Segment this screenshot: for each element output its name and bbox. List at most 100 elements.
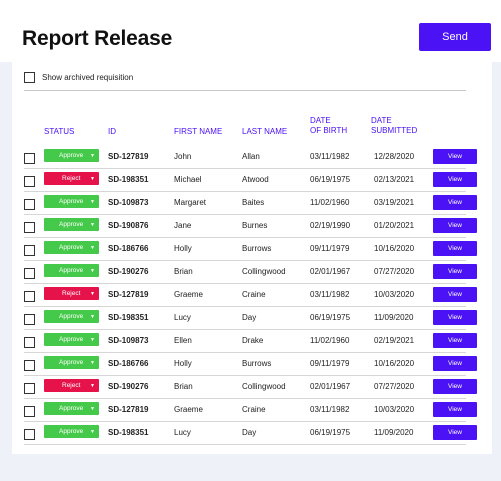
first-name: Michael <box>174 175 202 184</box>
status-dropdown[interactable]: Reject ▼ <box>44 379 99 392</box>
row-checkbox[interactable] <box>24 337 35 348</box>
status-dropdown[interactable]: Approve ▼ <box>44 333 99 346</box>
view-button[interactable]: View <box>433 379 477 394</box>
first-name: Lucy <box>174 313 191 322</box>
view-button[interactable]: View <box>433 333 477 348</box>
date-submitted: 10/16/2020 <box>374 359 415 368</box>
row-select[interactable] <box>24 243 35 261</box>
first-name: Holly <box>174 244 192 253</box>
row-select[interactable] <box>24 174 35 192</box>
row-checkbox[interactable] <box>24 245 35 256</box>
row-checkbox[interactable] <box>24 383 35 394</box>
last-name: Allan <box>242 152 260 161</box>
caret-down-icon: ▼ <box>90 175 95 182</box>
requisition-id: SD-109873 <box>108 198 149 207</box>
row-select[interactable] <box>24 358 35 376</box>
row-checkbox[interactable] <box>24 314 35 325</box>
view-button[interactable]: View <box>433 172 477 187</box>
status-dropdown[interactable]: Approve ▼ <box>44 149 99 162</box>
send-button[interactable]: Send <box>419 23 491 51</box>
row-select[interactable] <box>24 427 35 445</box>
date-of-birth: 06/19/1975 <box>310 175 351 184</box>
date-of-birth: 06/19/1975 <box>310 428 351 437</box>
view-button[interactable]: View <box>433 195 477 210</box>
header-status[interactable]: STATUS <box>44 127 75 136</box>
table-row: Approve ▼ SD-198351 Lucy Day 06/19/1975 11/09/… <box>24 421 477 445</box>
header-first-name[interactable]: FIRST NAME <box>174 127 223 136</box>
requisition-id: SD-198351 <box>108 175 149 184</box>
view-button[interactable]: View <box>433 356 477 371</box>
view-button[interactable]: View <box>433 310 477 325</box>
caret-down-icon: ▼ <box>90 198 95 205</box>
status-label: Approve <box>59 336 84 343</box>
status-label: Approve <box>59 405 84 412</box>
status-dropdown[interactable]: Approve ▼ <box>44 425 99 438</box>
status-dropdown[interactable]: Approve ▼ <box>44 310 99 323</box>
view-button[interactable]: View <box>433 425 477 440</box>
requisition-id: SD-198351 <box>108 428 149 437</box>
row-checkbox[interactable] <box>24 268 35 279</box>
caret-down-icon: ▼ <box>90 152 95 159</box>
first-name: Brian <box>174 382 193 391</box>
row-select[interactable] <box>24 220 35 238</box>
status-dropdown[interactable]: Approve ▼ <box>44 264 99 277</box>
first-name: Ellen <box>174 336 192 345</box>
show-archived-checkbox[interactable] <box>24 72 35 83</box>
row-checkbox[interactable] <box>24 429 35 440</box>
view-button[interactable]: View <box>433 287 477 302</box>
requisition-id: SD-127819 <box>108 152 149 161</box>
row-select[interactable] <box>24 335 35 353</box>
row-select[interactable] <box>24 404 35 422</box>
last-name: Burrows <box>242 244 272 253</box>
date-submitted: 12/28/2020 <box>374 152 415 161</box>
caret-down-icon: ▼ <box>90 336 95 343</box>
status-dropdown[interactable]: Approve ▼ <box>44 402 99 415</box>
table-row: Approve ▼ SD-109873 Margaret Baites 11/02/196… <box>24 191 477 215</box>
view-button[interactable]: View <box>433 402 477 417</box>
last-name: Day <box>242 313 257 322</box>
table-row: Approve ▼ SD-198351 Lucy Day 06/19/1975 11/09/… <box>24 306 477 330</box>
first-name: Graeme <box>174 290 203 299</box>
header-id[interactable]: ID <box>108 127 116 136</box>
status-dropdown[interactable]: Approve ▼ <box>44 356 99 369</box>
status-dropdown[interactable]: Approve ▼ <box>44 218 99 231</box>
last-name: Collingwood <box>242 267 286 276</box>
date-submitted: 07/27/2020 <box>374 267 415 276</box>
status-dropdown[interactable]: Approve ▼ <box>44 241 99 254</box>
row-checkbox[interactable] <box>24 176 35 187</box>
view-button[interactable]: View <box>433 241 477 256</box>
date-of-birth: 09/11/1979 <box>310 359 350 368</box>
row-select[interactable] <box>24 312 35 330</box>
show-archived-toggle[interactable]: Show archived requisition <box>24 72 133 83</box>
row-checkbox[interactable] <box>24 153 35 164</box>
header-date-submitted[interactable]: DATE SUBMITTED <box>371 116 417 136</box>
table-row: Reject ▼ SD-198351 Michael Atwood 06/19/1975 0… <box>24 168 477 192</box>
row-checkbox[interactable] <box>24 406 35 417</box>
row-select[interactable] <box>24 151 35 169</box>
row-select[interactable] <box>24 381 35 399</box>
row-checkbox[interactable] <box>24 360 35 371</box>
row-checkbox[interactable] <box>24 291 35 302</box>
status-label: Approve <box>59 221 84 228</box>
date-of-birth: 11/02/1960 <box>310 198 350 207</box>
header-date-submitted-line2: SUBMITTED <box>371 126 418 135</box>
status-dropdown[interactable]: Reject ▼ <box>44 287 99 300</box>
view-button[interactable]: View <box>433 264 477 279</box>
header-last-name[interactable]: LAST NAME <box>242 127 288 136</box>
status-label: Approve <box>59 359 84 366</box>
view-button[interactable]: View <box>433 149 477 164</box>
last-name: Burrows <box>242 359 272 368</box>
row-checkbox[interactable] <box>24 222 35 233</box>
status-label: Approve <box>59 313 84 320</box>
row-select[interactable] <box>24 289 35 307</box>
view-button[interactable]: View <box>433 218 477 233</box>
requisition-panel: Show archived requisition STATUS ID FIRS… <box>12 62 492 454</box>
row-select[interactable] <box>24 197 35 215</box>
row-select[interactable] <box>24 266 35 284</box>
status-dropdown[interactable]: Reject ▼ <box>44 172 99 185</box>
row-checkbox[interactable] <box>24 199 35 210</box>
status-dropdown[interactable]: Approve ▼ <box>44 195 99 208</box>
header-date-of-birth[interactable]: DATE OF BIRTH <box>310 116 347 136</box>
requisition-id: SD-109873 <box>108 336 149 345</box>
header-date-of-birth-line2: OF BIRTH <box>310 126 348 135</box>
